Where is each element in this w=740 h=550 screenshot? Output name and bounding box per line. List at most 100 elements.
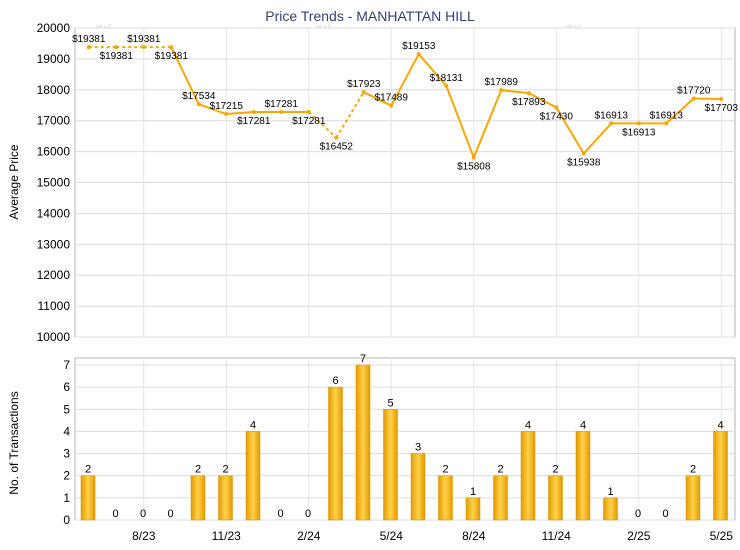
price-line-segment <box>445 85 475 158</box>
transaction-bar-label: 6 <box>332 375 338 387</box>
price-line-segment <box>693 97 722 100</box>
x-tick-label: 2/24 <box>297 529 321 543</box>
price-point <box>499 88 504 93</box>
transaction-bar-label: 2 <box>497 464 503 476</box>
price-point-label: $17430 <box>540 111 574 122</box>
price-point <box>444 83 449 88</box>
transactions-y-tick-label: 0 <box>63 513 70 527</box>
price-point-label: $19153 <box>402 41 436 52</box>
transaction-bar <box>575 431 591 521</box>
transaction-bar-label: 1 <box>470 486 476 498</box>
transaction-bar-label: 0 <box>277 508 283 520</box>
price-y-tick-label: 16000 <box>37 145 71 159</box>
price-point-label: $19381 <box>155 51 189 62</box>
transaction-bar <box>520 431 536 521</box>
x-tick-label: 8/23 <box>132 529 156 543</box>
transaction-bar <box>355 364 371 521</box>
transaction-bar-label: 0 <box>635 508 641 520</box>
transactions-y-tick-label: 6 <box>63 380 70 394</box>
price-y-tick-label: 17000 <box>37 114 71 128</box>
x-tick-label: 11/23 <box>212 529 241 543</box>
price-point <box>526 91 531 96</box>
price-point-label: $16913 <box>650 110 684 121</box>
price-point-label: $15938 <box>567 158 601 169</box>
transactions-y-tick-label: 3 <box>63 447 70 461</box>
price-point <box>361 90 366 95</box>
price-point <box>636 121 641 126</box>
transaction-bar <box>80 475 96 521</box>
transaction-bar-label: 2 <box>552 464 558 476</box>
price-point-label: $16913 <box>622 127 656 138</box>
price-line-segment <box>226 111 254 116</box>
transaction-bar <box>548 475 563 521</box>
price-point <box>196 102 201 107</box>
price-y-tick-label: 12000 <box>37 268 71 282</box>
transaction-bar-label: 0 <box>140 508 146 520</box>
price-line-segment <box>363 91 392 107</box>
price-point-label: $19381 <box>127 34 161 45</box>
price-y-tick-label: 10000 <box>37 330 71 344</box>
transaction-bar <box>603 497 618 521</box>
transactions-y-tick-label: 7 <box>63 358 70 372</box>
price-point-label: $19381 <box>72 34 106 45</box>
transaction-bar-label: 4 <box>525 419 531 431</box>
price-y-tick-label: 15000 <box>37 176 71 190</box>
price-point-label: $17215 <box>210 101 244 112</box>
transactions-y-tick-label: 2 <box>63 469 70 483</box>
transaction-bar-label: 4 <box>717 419 723 431</box>
price-point <box>691 96 696 101</box>
price-point <box>334 135 339 140</box>
price-point <box>251 110 256 115</box>
transaction-bar-label: 2 <box>195 464 201 476</box>
transaction-bar <box>713 431 728 521</box>
price-line-segment <box>390 53 420 107</box>
price-y-tick-label: 14000 <box>37 206 71 220</box>
transaction-bar <box>328 386 343 521</box>
price-point-label: $17281 <box>237 116 271 127</box>
transaction-bar-label: 0 <box>112 508 118 520</box>
price-point <box>554 105 559 110</box>
transaction-bar-label: 4 <box>580 419 586 431</box>
price-point <box>389 103 394 108</box>
price-point <box>279 110 284 115</box>
transaction-bar-label: 2 <box>222 464 228 476</box>
transactions-y-tick-label: 5 <box>63 402 70 416</box>
transactions-y-tick-label: 1 <box>63 491 70 505</box>
price-point-label: $17703 <box>705 103 739 114</box>
price-line-segment <box>583 122 612 155</box>
transaction-bar <box>245 431 261 521</box>
price-point <box>86 45 91 50</box>
chart-title: Price Trends - MANHATTAN HILL <box>265 8 475 24</box>
x-tick-label: 11/24 <box>542 529 571 543</box>
price-y-tick-label: 13000 <box>37 237 71 251</box>
transaction-bar <box>218 475 233 521</box>
transaction-bar <box>685 475 701 521</box>
price-line-segment <box>170 46 200 105</box>
price-line-segment <box>528 92 557 109</box>
price-point <box>169 45 174 50</box>
transaction-bar <box>383 409 398 521</box>
price-line-segment <box>417 53 448 87</box>
price-point <box>416 52 421 57</box>
price-y-tick-label: 19000 <box>37 52 71 66</box>
price-line-segment <box>198 103 227 115</box>
price-point-label: $19381 <box>100 51 134 62</box>
price-point <box>609 121 614 126</box>
transaction-bar <box>438 475 453 521</box>
price-y-tick-label: 11000 <box>38 299 71 313</box>
transaction-bar-label: 1 <box>607 486 613 498</box>
x-tick-label: 5/24 <box>380 529 404 543</box>
price-point <box>719 96 724 101</box>
price-point-label: $15808 <box>457 162 491 173</box>
price-point <box>471 155 476 160</box>
price-point-label: $17893 <box>512 97 546 108</box>
price-y-axis-label: Average Price <box>7 144 21 219</box>
transaction-bar-label: 0 <box>305 508 311 520</box>
price-y-tick-label: 20000 <box>37 21 71 35</box>
price-point <box>141 45 146 50</box>
price-line-segment <box>308 111 337 139</box>
price-point-label: $17989 <box>485 77 519 88</box>
price-point-label: $17534 <box>182 91 216 102</box>
transaction-bar-label: 4 <box>250 419 256 431</box>
